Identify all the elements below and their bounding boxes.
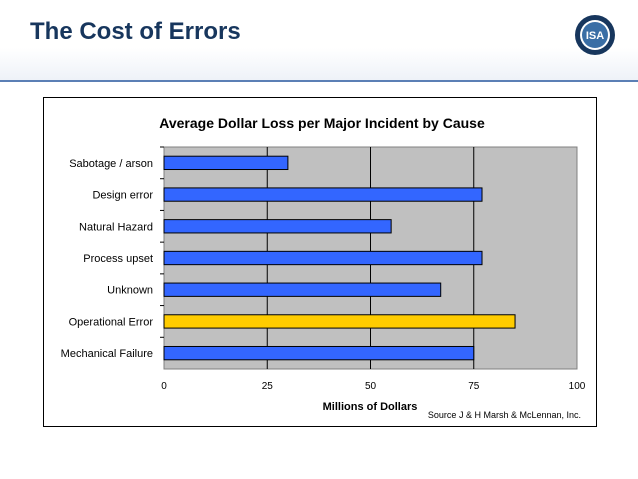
x-tick-label: 75 <box>468 381 480 392</box>
bar-mechanical-failure <box>163 345 475 361</box>
slide-header: The Cost of Errors ISA <box>0 0 638 80</box>
x-tick-label: 0 <box>161 381 167 392</box>
chart-title: Average Dollar Loss per Major Incident b… <box>159 115 485 131</box>
category-label: Operational Error <box>69 316 154 328</box>
bar-operational-error <box>163 314 516 329</box>
bar-sabotage-arson <box>163 155 289 171</box>
bar-natural-hazard <box>163 219 392 234</box>
category-label: Mechanical Failure <box>61 348 153 360</box>
x-tick-label: 50 <box>365 381 377 392</box>
category-label: Sabotage / arson <box>69 158 153 170</box>
isa-logo-icon: ISA <box>575 15 615 55</box>
category-label: Natural Hazard <box>79 221 153 233</box>
source-note: Source J & H Marsh & McLennan, Inc. <box>428 410 581 420</box>
header-divider <box>0 80 638 82</box>
category-label: Design error <box>92 190 153 202</box>
bar-chart: Average Dollar Loss per Major Incident b… <box>61 115 586 420</box>
x-tick-label: 25 <box>262 381 274 392</box>
bar-unknown <box>163 282 442 297</box>
logo-text: ISA <box>586 30 604 42</box>
x-tick-label: 100 <box>569 381 586 392</box>
x-axis-label: Millions of Dollars <box>323 401 418 413</box>
chart-frame: Average Dollar Loss per Major Incident b… <box>43 97 597 427</box>
slide-title: The Cost of Errors <box>30 18 241 45</box>
category-label: Unknown <box>107 285 153 297</box>
category-label: Process upset <box>83 253 153 265</box>
bar-design-error <box>163 187 483 202</box>
bar-process-upset <box>163 250 483 266</box>
